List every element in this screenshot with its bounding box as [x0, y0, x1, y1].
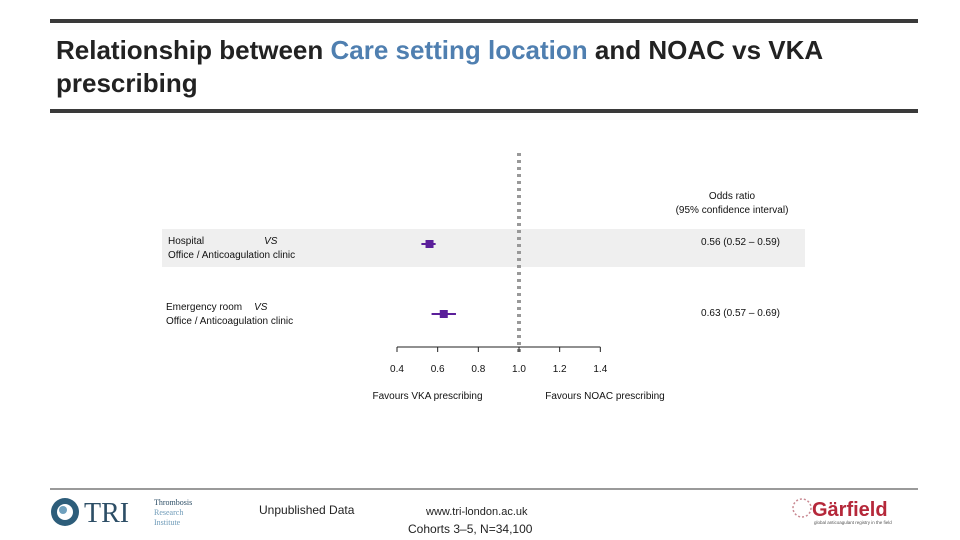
- title-part1: Relationship between: [56, 35, 331, 65]
- title-line2: prescribing: [56, 68, 198, 98]
- point-estimate: [425, 240, 434, 248]
- row-reference-0: Office / Anticoagulation clinic: [168, 250, 296, 261]
- x-tick-label: 0.6: [431, 364, 445, 375]
- point-estimate: [439, 310, 448, 318]
- top-rule: [50, 19, 918, 23]
- title-highlight: Care setting location: [330, 35, 588, 65]
- garfield-tagline: global anticoagulant registry in the fie…: [814, 520, 892, 525]
- tri-logo-text: TRI: [84, 498, 129, 529]
- cohorts-label: Cohorts 3–5, N=34,100: [408, 522, 533, 536]
- tri-institute-line2: Research: [154, 508, 183, 517]
- x-tick-label: 1.4: [593, 364, 607, 375]
- footer-rule: [50, 488, 918, 490]
- row-group-1: Emergency room: [166, 302, 243, 313]
- x-tick-label: 0.8: [471, 364, 485, 375]
- tri-institute-line3: Institute: [154, 518, 181, 527]
- tri-logo: TRI Thrombosis Research Institute: [51, 498, 192, 529]
- garfield-logo-text: Gärfield: [812, 499, 888, 521]
- title-part2: and NOAC vs VKA: [587, 35, 824, 65]
- row-vs-1: VS: [254, 302, 268, 313]
- favours-noac-label: Favours NOAC prescribing: [545, 391, 665, 402]
- title-rule: [50, 109, 918, 113]
- garfield-logo: Gärfield global anticoagulant registry i…: [792, 498, 892, 525]
- column-header-line2: (95% confidence interval): [675, 205, 789, 216]
- row-vs-0: VS: [264, 236, 278, 247]
- row-group-0: Hospital: [168, 236, 205, 247]
- row-reference-1: Office / Anticoagulation clinic: [166, 316, 294, 327]
- unpublished-label: Unpublished Data: [259, 503, 355, 517]
- row-ci-0: 0.56 (0.52 – 0.59): [701, 237, 780, 248]
- garfield-globe-icon: [792, 498, 812, 518]
- page-title: Relationship between Care setting locati…: [56, 34, 916, 100]
- x-tick-label: 1.2: [553, 364, 567, 375]
- tri-institute-line1: Thrombosis: [154, 498, 192, 507]
- favours-vka-label: Favours VKA prescribing: [372, 391, 483, 402]
- row-ci-1: 0.63 (0.57 – 0.69): [701, 308, 780, 319]
- site-url: www.tri-london.ac.uk: [426, 506, 528, 518]
- row-label-0: Hospital VS Office / Anticoagulation clin…: [168, 235, 295, 263]
- x-tick-label: 0.4: [390, 364, 404, 375]
- column-header-line1: Odds ratio: [708, 191, 756, 202]
- column-header: Odds ratio (95% confidence interval): [652, 190, 812, 218]
- row-band: [162, 229, 805, 267]
- x-tick-label: 1.0: [512, 364, 526, 375]
- row-label-1: Emergency room VS Office / Anticoagulatio…: [166, 301, 293, 329]
